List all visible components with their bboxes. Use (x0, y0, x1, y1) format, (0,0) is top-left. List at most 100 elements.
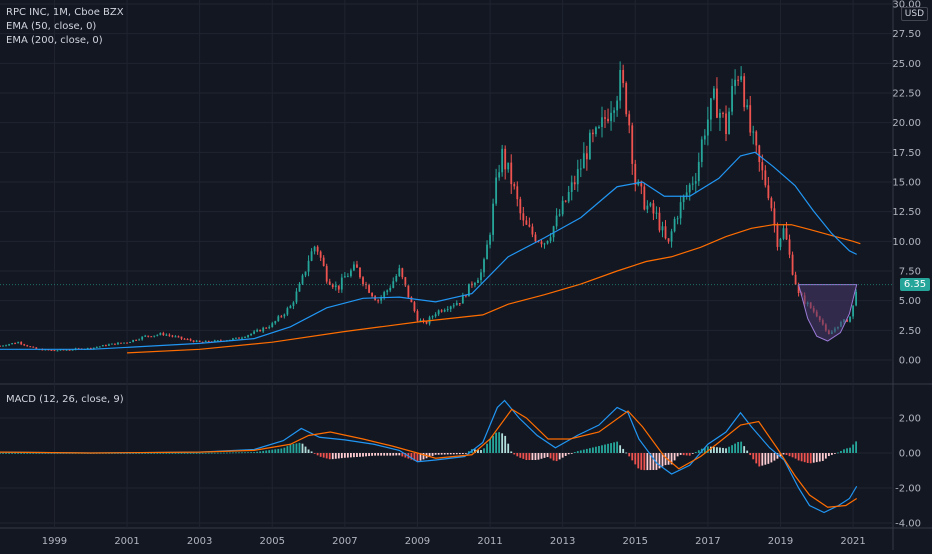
macd-histogram-bar (504, 435, 507, 453)
macd-histogram-bar (319, 453, 322, 457)
candle-body (558, 214, 561, 216)
macd-line (0, 399, 858, 514)
candle-body (186, 339, 189, 341)
candle-body (773, 208, 776, 226)
candle-body (50, 349, 53, 351)
candle-body (20, 342, 23, 345)
macd-histogram-bar (219, 452, 222, 454)
candle-body (350, 270, 352, 277)
macd-histogram-bar (256, 451, 259, 453)
macd-histogram-bar (779, 453, 782, 457)
candle-body (516, 186, 519, 200)
candle-body (622, 69, 625, 84)
candle-body (301, 275, 304, 284)
macd-histogram-bar (785, 453, 788, 455)
macd-histogram-bar (356, 453, 358, 457)
macd-histogram-bar (846, 448, 848, 453)
time-tick-label: 2019 (768, 536, 793, 547)
macd-histogram-bar (62, 453, 65, 454)
macd-histogram-bar (0, 453, 1, 454)
macd-histogram-bar (392, 453, 395, 456)
candle-body (192, 340, 195, 342)
macd-histogram-bar (117, 453, 119, 454)
macd-histogram-bar (213, 452, 216, 454)
macd-histogram-bar (17, 453, 20, 454)
macd-histogram-bar (374, 453, 377, 456)
macd-histogram-bar (761, 453, 764, 466)
macd-histogram-bar (8, 453, 10, 454)
candle-body (325, 266, 328, 282)
macd-histogram-bar (706, 446, 709, 453)
candle-body (104, 345, 107, 347)
candle-body (595, 127, 597, 135)
candle-body (846, 319, 848, 322)
candle-body (610, 112, 612, 122)
currency-badge[interactable]: USD (900, 7, 928, 21)
macd-histogram-bar (486, 443, 488, 453)
candle-body (449, 306, 452, 310)
candle-body (728, 111, 730, 135)
macd-histogram-bar (604, 444, 606, 453)
macd-histogram-bar (298, 442, 301, 453)
candle-body (685, 192, 688, 196)
macd-histogram-bar (658, 453, 661, 469)
candle-body (59, 349, 62, 351)
candle-body (734, 79, 736, 87)
candle-body (598, 126, 600, 128)
macd-histogram-bar (837, 452, 839, 454)
macd-histogram-bar (679, 453, 682, 455)
macd-histogram-bar (579, 450, 582, 453)
macd-histogram-bar (552, 453, 555, 461)
price-tick-label: 2.50 (899, 326, 921, 337)
candle-body (713, 88, 715, 99)
candle-body (198, 340, 201, 342)
candle-body (253, 331, 256, 334)
candle-body (53, 350, 56, 352)
last-price-label: 6.35 (900, 278, 930, 291)
macd-histogram-bar (467, 451, 470, 453)
macd-histogram-bar (616, 441, 619, 453)
candle-body (295, 291, 298, 303)
candle-body (168, 334, 171, 336)
macd-histogram-bar (422, 453, 425, 460)
candle-body (486, 244, 488, 260)
candle-body (283, 314, 286, 317)
candle-body (658, 212, 661, 231)
candle-body (540, 241, 543, 245)
macd-histogram-bar (271, 449, 274, 453)
time-tick-label: 2001 (114, 536, 139, 547)
macd-histogram-bar (328, 453, 331, 460)
macd-histogram-bar (174, 453, 177, 454)
macd-tick-label: 0.00 (899, 449, 921, 460)
macd-histogram-bar (619, 445, 622, 453)
macd-histogram-bar (365, 453, 367, 457)
candle-body (628, 114, 631, 126)
macd-histogram-bar (343, 453, 346, 458)
candle-body (241, 337, 243, 339)
macd-histogram-bar (180, 453, 183, 454)
macd-histogram-bar (818, 453, 821, 462)
macd-histogram-bar (607, 443, 609, 453)
candle-body (534, 234, 537, 242)
candle-body (425, 321, 428, 324)
macd-histogram-bar (153, 453, 156, 454)
macd-histogram-bar (132, 453, 135, 454)
macd-histogram-bar (849, 447, 851, 453)
macd-histogram-bar (23, 453, 26, 454)
macd-histogram-bar (428, 453, 431, 458)
macd-histogram-bar (640, 453, 643, 470)
candle-body (667, 238, 670, 242)
macd-histogram-bar (582, 449, 585, 453)
candle-body (307, 260, 310, 272)
macd-histogram-bar (464, 453, 467, 454)
macd-histogram-bar (743, 446, 746, 453)
macd-histogram-bar (362, 453, 364, 457)
candle-body (89, 347, 92, 349)
candle-body (474, 283, 476, 286)
candle-body (697, 161, 700, 182)
macd-histogram-bar (207, 452, 210, 454)
price-tick-label: 20.00 (892, 118, 921, 129)
candle-body (368, 285, 370, 293)
candle-body (458, 303, 461, 305)
